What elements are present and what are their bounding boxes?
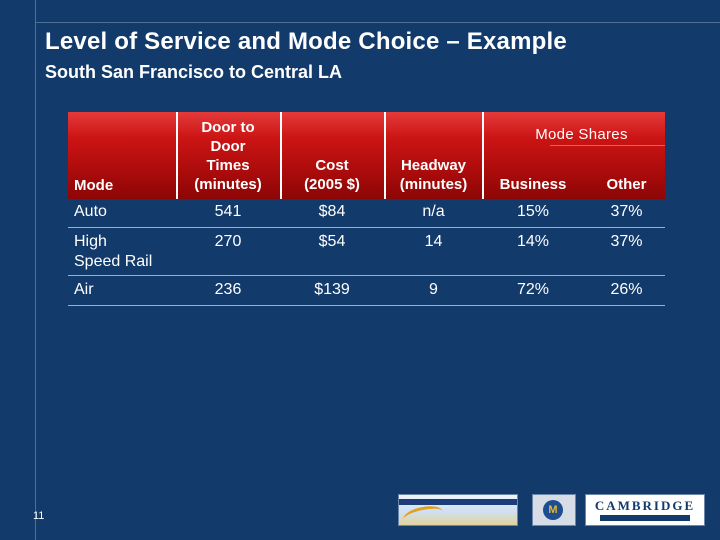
cell-door-to-door: 270 bbox=[214, 233, 242, 250]
header-mode-shares: Mode Shares bbox=[535, 126, 628, 143]
top-divider bbox=[35, 22, 720, 23]
header-headway: Headway (minutes) bbox=[399, 157, 468, 193]
cell-other-share: 37% bbox=[610, 233, 643, 250]
row-divider bbox=[68, 275, 665, 276]
cell-door-to-door: 236 bbox=[214, 281, 242, 298]
cell-cost: $139 bbox=[314, 281, 350, 298]
m-logo-disc: M bbox=[543, 500, 563, 520]
mode-shares-underline bbox=[550, 145, 665, 146]
row-divider bbox=[68, 227, 665, 228]
cell-cost: $84 bbox=[318, 203, 346, 220]
row-divider bbox=[68, 305, 665, 306]
header-cost: Cost (2005 $) bbox=[304, 157, 360, 193]
slide-subtitle: South San Francisco to Central LA bbox=[45, 62, 343, 82]
cell-other-share: 26% bbox=[610, 281, 643, 298]
table-header: Mode Door to Door Times (minutes) Cost (… bbox=[68, 112, 665, 199]
cell-mode: Auto bbox=[74, 203, 107, 220]
swoosh-icon bbox=[401, 503, 445, 525]
logo-subbar bbox=[600, 515, 690, 521]
page-number: 11 bbox=[33, 510, 45, 522]
cell-headway: 14 bbox=[424, 233, 443, 250]
cell-business-share: 72% bbox=[516, 281, 550, 298]
cell-other-share: 37% bbox=[610, 203, 643, 220]
header-door-to-door: Door to Door Times (minutes) bbox=[194, 119, 262, 193]
m-logo: M bbox=[532, 494, 576, 526]
slide-title: Level of Service and Mode Choice – Examp… bbox=[45, 28, 567, 55]
cell-door-to-door: 541 bbox=[214, 203, 242, 220]
header-other: Other bbox=[606, 176, 647, 193]
left-divider bbox=[35, 0, 36, 540]
cell-mode: Air bbox=[74, 281, 94, 298]
header-separator bbox=[280, 112, 282, 199]
cell-mode: High Speed Rail bbox=[74, 233, 153, 270]
cell-business-share: 15% bbox=[516, 203, 550, 220]
cambridge-systematics-logo: CAMBRIDGE bbox=[585, 494, 705, 526]
logo-band bbox=[399, 499, 517, 505]
header-separator bbox=[176, 112, 178, 199]
cell-business-share: 14% bbox=[516, 233, 550, 250]
cell-cost: $54 bbox=[318, 233, 346, 250]
cell-headway: 9 bbox=[429, 281, 438, 298]
header-business: Business bbox=[499, 176, 567, 193]
header-mode: Mode bbox=[74, 177, 114, 194]
cell-headway: n/a bbox=[422, 203, 445, 220]
header-separator bbox=[482, 112, 484, 199]
header-separator bbox=[384, 112, 386, 199]
cambridge-wordmark: CAMBRIDGE bbox=[594, 498, 696, 513]
california-hsr-logo bbox=[398, 494, 518, 526]
